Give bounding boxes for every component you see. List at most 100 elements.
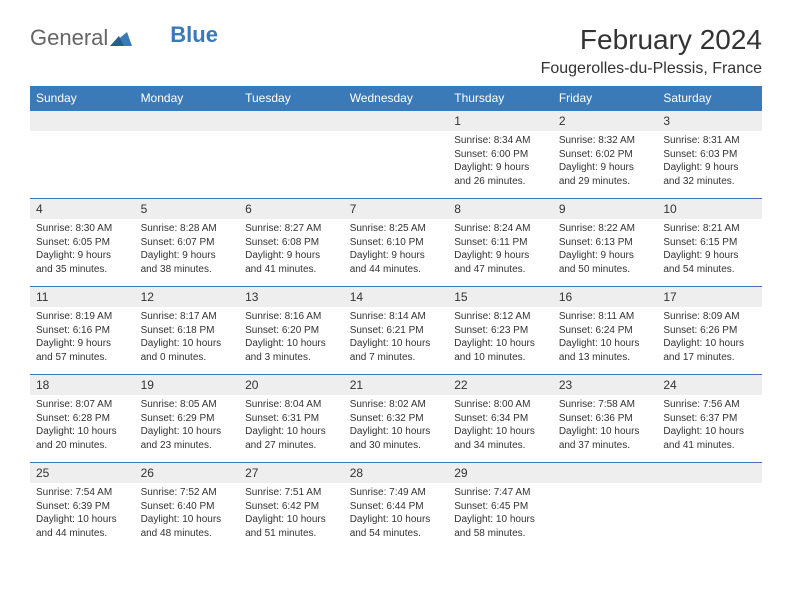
day-number: 4 bbox=[30, 199, 135, 220]
sunrise-text: Sunrise: 7:49 AM bbox=[350, 486, 443, 500]
daylight-text: Daylight: 10 hours and 54 minutes. bbox=[350, 513, 443, 540]
day-number bbox=[657, 463, 762, 484]
sunrise-text: Sunrise: 8:16 AM bbox=[245, 310, 338, 324]
header: General Blue February 2024 Fougerolles-d… bbox=[30, 24, 762, 78]
sunset-text: Sunset: 6:15 PM bbox=[663, 236, 756, 250]
sunset-text: Sunset: 6:36 PM bbox=[559, 412, 652, 426]
daylight-text: Daylight: 9 hours and 54 minutes. bbox=[663, 249, 756, 276]
daylight-text: Daylight: 10 hours and 48 minutes. bbox=[141, 513, 234, 540]
day-number: 16 bbox=[553, 287, 658, 308]
day-header-row: Sunday Monday Tuesday Wednesday Thursday… bbox=[30, 86, 762, 111]
sunrise-text: Sunrise: 8:11 AM bbox=[559, 310, 652, 324]
sunset-text: Sunset: 6:32 PM bbox=[350, 412, 443, 426]
daylight-text: Daylight: 10 hours and 27 minutes. bbox=[245, 425, 338, 452]
sunrise-text: Sunrise: 8:32 AM bbox=[559, 134, 652, 148]
day-cell bbox=[30, 131, 135, 199]
day-number: 18 bbox=[30, 375, 135, 396]
sunrise-text: Sunrise: 8:22 AM bbox=[559, 222, 652, 236]
sunset-text: Sunset: 6:21 PM bbox=[350, 324, 443, 338]
daylight-text: Daylight: 10 hours and 37 minutes. bbox=[559, 425, 652, 452]
location: Fougerolles-du-Plessis, France bbox=[541, 60, 762, 78]
day-number: 27 bbox=[239, 463, 344, 484]
sunrise-text: Sunrise: 8:12 AM bbox=[454, 310, 547, 324]
daylight-text: Daylight: 9 hours and 50 minutes. bbox=[559, 249, 652, 276]
sunrise-text: Sunrise: 8:09 AM bbox=[663, 310, 756, 324]
calendar-table: Sunday Monday Tuesday Wednesday Thursday… bbox=[30, 86, 762, 550]
day-cell bbox=[553, 483, 658, 550]
day-number: 24 bbox=[657, 375, 762, 396]
day-number: 17 bbox=[657, 287, 762, 308]
sunset-text: Sunset: 6:08 PM bbox=[245, 236, 338, 250]
logo-text-general: General bbox=[30, 25, 108, 51]
day-cell: Sunrise: 8:04 AMSunset: 6:31 PMDaylight:… bbox=[239, 395, 344, 463]
day-cell: Sunrise: 8:24 AMSunset: 6:11 PMDaylight:… bbox=[448, 219, 553, 287]
sunset-text: Sunset: 6:29 PM bbox=[141, 412, 234, 426]
day-cell: Sunrise: 8:14 AMSunset: 6:21 PMDaylight:… bbox=[344, 307, 449, 375]
day-cell bbox=[239, 131, 344, 199]
daylight-text: Daylight: 10 hours and 7 minutes. bbox=[350, 337, 443, 364]
sunrise-text: Sunrise: 8:05 AM bbox=[141, 398, 234, 412]
sunrise-text: Sunrise: 7:56 AM bbox=[663, 398, 756, 412]
sunset-text: Sunset: 6:20 PM bbox=[245, 324, 338, 338]
dayhead-sun: Sunday bbox=[30, 86, 135, 111]
day-number: 15 bbox=[448, 287, 553, 308]
dayhead-wed: Wednesday bbox=[344, 86, 449, 111]
day-number: 25 bbox=[30, 463, 135, 484]
daylight-text: Daylight: 10 hours and 44 minutes. bbox=[36, 513, 129, 540]
title-block: February 2024 Fougerolles-du-Plessis, Fr… bbox=[541, 24, 762, 78]
logo: General Blue bbox=[30, 24, 218, 52]
day-cell: Sunrise: 7:47 AMSunset: 6:45 PMDaylight:… bbox=[448, 483, 553, 550]
day-cell bbox=[657, 483, 762, 550]
day-number: 14 bbox=[344, 287, 449, 308]
day-cell: Sunrise: 8:16 AMSunset: 6:20 PMDaylight:… bbox=[239, 307, 344, 375]
sunset-text: Sunset: 6:13 PM bbox=[559, 236, 652, 250]
day-number: 22 bbox=[448, 375, 553, 396]
day-cell: Sunrise: 7:49 AMSunset: 6:44 PMDaylight:… bbox=[344, 483, 449, 550]
day-cell: Sunrise: 8:00 AMSunset: 6:34 PMDaylight:… bbox=[448, 395, 553, 463]
daylight-text: Daylight: 10 hours and 51 minutes. bbox=[245, 513, 338, 540]
day-number: 26 bbox=[135, 463, 240, 484]
sunrise-text: Sunrise: 7:52 AM bbox=[141, 486, 234, 500]
daylight-text: Daylight: 9 hours and 57 minutes. bbox=[36, 337, 129, 364]
sunrise-text: Sunrise: 8:02 AM bbox=[350, 398, 443, 412]
sunrise-text: Sunrise: 8:30 AM bbox=[36, 222, 129, 236]
day-number: 5 bbox=[135, 199, 240, 220]
day-cell: Sunrise: 8:28 AMSunset: 6:07 PMDaylight:… bbox=[135, 219, 240, 287]
day-number: 8 bbox=[448, 199, 553, 220]
content-row: Sunrise: 8:07 AMSunset: 6:28 PMDaylight:… bbox=[30, 395, 762, 463]
day-cell: Sunrise: 8:02 AMSunset: 6:32 PMDaylight:… bbox=[344, 395, 449, 463]
day-number: 19 bbox=[135, 375, 240, 396]
sunrise-text: Sunrise: 8:21 AM bbox=[663, 222, 756, 236]
dayhead-fri: Friday bbox=[553, 86, 658, 111]
day-cell: Sunrise: 8:11 AMSunset: 6:24 PMDaylight:… bbox=[553, 307, 658, 375]
day-cell: Sunrise: 8:31 AMSunset: 6:03 PMDaylight:… bbox=[657, 131, 762, 199]
sunset-text: Sunset: 6:45 PM bbox=[454, 500, 547, 514]
day-cell: Sunrise: 8:30 AMSunset: 6:05 PMDaylight:… bbox=[30, 219, 135, 287]
sunset-text: Sunset: 6:44 PM bbox=[350, 500, 443, 514]
daylight-text: Daylight: 10 hours and 30 minutes. bbox=[350, 425, 443, 452]
day-number: 10 bbox=[657, 199, 762, 220]
sunset-text: Sunset: 6:16 PM bbox=[36, 324, 129, 338]
sunset-text: Sunset: 6:24 PM bbox=[559, 324, 652, 338]
daynum-row: 2526272829 bbox=[30, 463, 762, 484]
sunrise-text: Sunrise: 8:07 AM bbox=[36, 398, 129, 412]
daylight-text: Daylight: 10 hours and 41 minutes. bbox=[663, 425, 756, 452]
day-number bbox=[239, 111, 344, 132]
sunrise-text: Sunrise: 8:28 AM bbox=[141, 222, 234, 236]
day-cell: Sunrise: 7:58 AMSunset: 6:36 PMDaylight:… bbox=[553, 395, 658, 463]
sunset-text: Sunset: 6:34 PM bbox=[454, 412, 547, 426]
content-row: Sunrise: 7:54 AMSunset: 6:39 PMDaylight:… bbox=[30, 483, 762, 550]
sunset-text: Sunset: 6:00 PM bbox=[454, 148, 547, 162]
day-cell bbox=[135, 131, 240, 199]
day-cell: Sunrise: 8:25 AMSunset: 6:10 PMDaylight:… bbox=[344, 219, 449, 287]
sunset-text: Sunset: 6:26 PM bbox=[663, 324, 756, 338]
daylight-text: Daylight: 9 hours and 32 minutes. bbox=[663, 161, 756, 188]
day-number bbox=[135, 111, 240, 132]
day-cell: Sunrise: 8:09 AMSunset: 6:26 PMDaylight:… bbox=[657, 307, 762, 375]
sunset-text: Sunset: 6:37 PM bbox=[663, 412, 756, 426]
dayhead-thu: Thursday bbox=[448, 86, 553, 111]
sunrise-text: Sunrise: 8:14 AM bbox=[350, 310, 443, 324]
content-row: Sunrise: 8:30 AMSunset: 6:05 PMDaylight:… bbox=[30, 219, 762, 287]
day-number: 20 bbox=[239, 375, 344, 396]
day-number: 29 bbox=[448, 463, 553, 484]
